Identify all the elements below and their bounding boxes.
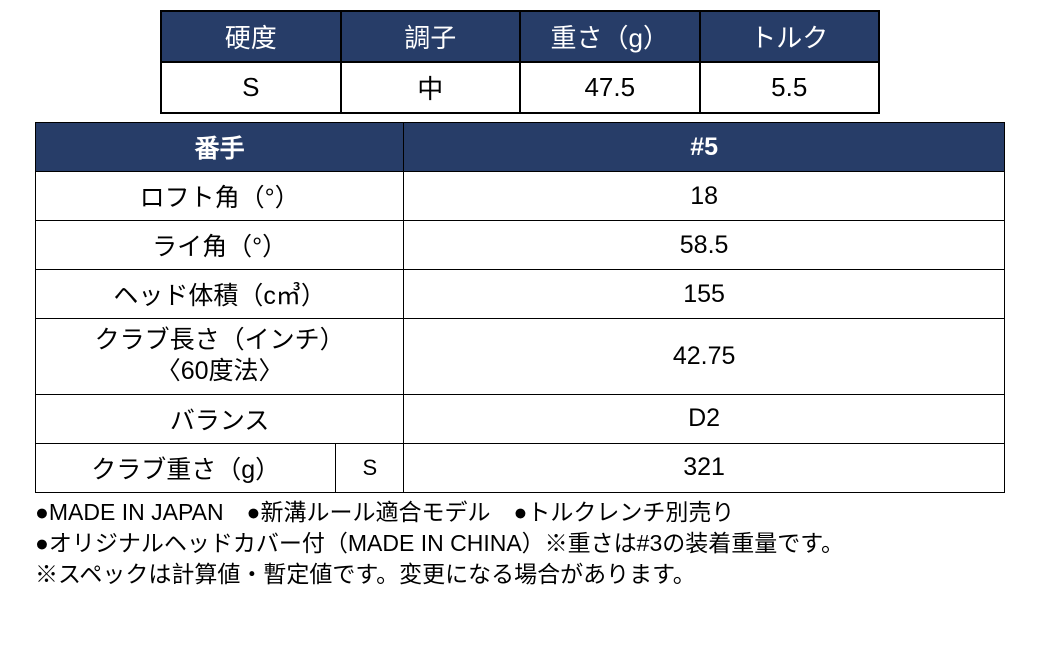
shaft-data-row: S 中 47.5 5.5 bbox=[161, 62, 879, 113]
header-number-value: #5 bbox=[404, 123, 1005, 172]
row-label-length: クラブ長さ（インチ）〈60度法〉 bbox=[36, 319, 404, 395]
row-label-club-weight: クラブ重さ（g） bbox=[36, 443, 336, 492]
row-label-head-volume: ヘッド体積（c㎥） bbox=[36, 270, 404, 319]
table-row: バランス D2 bbox=[36, 394, 1005, 443]
cell-hardness: S bbox=[161, 62, 341, 113]
row-value-balance: D2 bbox=[404, 394, 1005, 443]
row-value-lie: 58.5 bbox=[404, 221, 1005, 270]
notes: ●MADE IN JAPAN ●新溝ルール適合モデル ●トルクレンチ別売り ●オ… bbox=[35, 497, 1005, 590]
club-header-row: 番手 #5 bbox=[36, 123, 1005, 172]
row-label-balance: バランス bbox=[36, 394, 404, 443]
note-line-1: ●MADE IN JAPAN ●新溝ルール適合モデル ●トルクレンチ別売り bbox=[35, 497, 1005, 528]
note-line-3: ※スペックは計算値・暫定値です。変更になる場合があります。 bbox=[35, 559, 1005, 590]
header-hardness: 硬度 bbox=[161, 11, 341, 62]
note-line-2: ●オリジナルヘッドカバー付（MADE IN CHINA）※重さは#3の装着重量で… bbox=[35, 528, 1005, 559]
row-value-club-weight: 321 bbox=[404, 443, 1005, 492]
cell-torque: 5.5 bbox=[700, 62, 880, 113]
row-label-lie: ライ角（°） bbox=[36, 221, 404, 270]
shaft-spec-table: 硬度 調子 重さ（g） トルク S 中 47.5 5.5 bbox=[160, 10, 880, 114]
header-number-label: 番手 bbox=[36, 123, 404, 172]
row-sublabel-flex: S bbox=[336, 443, 404, 492]
table-row: ヘッド体積（c㎥） 155 bbox=[36, 270, 1005, 319]
row-value-loft: 18 bbox=[404, 172, 1005, 221]
header-kickpoint: 調子 bbox=[341, 11, 521, 62]
header-weight: 重さ（g） bbox=[520, 11, 700, 62]
shaft-header-row: 硬度 調子 重さ（g） トルク bbox=[161, 11, 879, 62]
club-spec-body: ロフト角（°） 18 ライ角（°） 58.5 ヘッド体積（c㎥） 155 クラブ… bbox=[36, 172, 1005, 493]
club-spec-table: 番手 #5 ロフト角（°） 18 ライ角（°） 58.5 ヘッド体積（c㎥） 1… bbox=[35, 122, 1005, 493]
table-row: ライ角（°） 58.5 bbox=[36, 221, 1005, 270]
row-value-length: 42.75 bbox=[404, 319, 1005, 395]
table-row: ロフト角（°） 18 bbox=[36, 172, 1005, 221]
table-row: クラブ長さ（インチ）〈60度法〉 42.75 bbox=[36, 319, 1005, 395]
row-value-head-volume: 155 bbox=[404, 270, 1005, 319]
row-label-loft: ロフト角（°） bbox=[36, 172, 404, 221]
header-torque: トルク bbox=[700, 11, 880, 62]
cell-kickpoint: 中 bbox=[341, 62, 521, 113]
cell-weight: 47.5 bbox=[520, 62, 700, 113]
table-row-split: クラブ重さ（g） S 321 bbox=[36, 443, 1005, 492]
